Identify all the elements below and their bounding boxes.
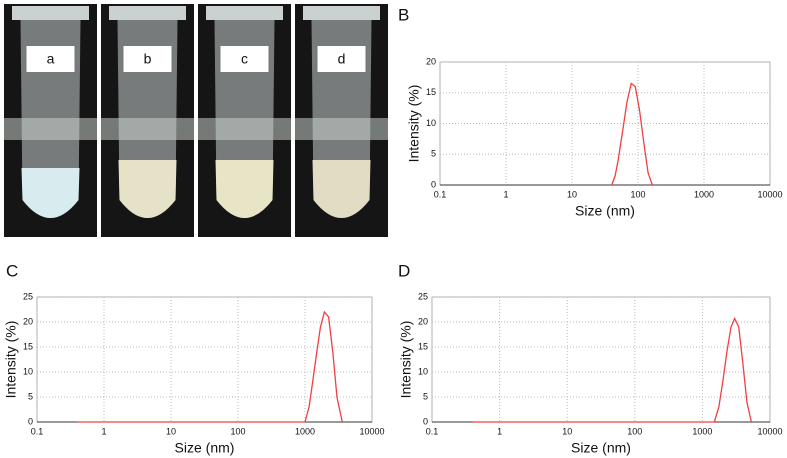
y-axis-title: Intensity (%) [398, 321, 414, 399]
tube-liquid [215, 160, 274, 218]
x-tick-label: 100 [230, 426, 245, 436]
y-axis-title: Intensity (%) [406, 85, 422, 163]
y-tick-label: 15 [426, 87, 436, 97]
tube-label: d [338, 51, 346, 67]
x-tick-label: 0.1 [31, 426, 44, 436]
tube-label: c [241, 51, 248, 67]
x-tick-label: 10000 [757, 189, 782, 199]
tube-cap [206, 6, 283, 20]
tube-photo: d [295, 4, 388, 237]
y-tick-label: 15 [23, 341, 33, 351]
x-tick-label: 100 [630, 189, 645, 199]
y-axis-title: Intensity (%) [3, 321, 19, 399]
x-tick-label: 10 [166, 426, 176, 436]
panel-label: B [398, 5, 409, 24]
label-box [220, 46, 269, 72]
x-tick-label: 1000 [694, 189, 714, 199]
x-tick-label: 0.1 [434, 189, 447, 199]
data-line [472, 316, 752, 423]
y-tick-label: 10 [418, 366, 428, 376]
y-tick-label: 25 [23, 291, 33, 301]
y-tick-label: 0 [423, 416, 428, 426]
y-tick-label: 15 [418, 341, 428, 351]
label-box [317, 46, 366, 72]
x-tick-label: 10000 [359, 426, 384, 436]
tube-photo: a [4, 4, 97, 237]
x-tick-label: 1 [497, 426, 502, 436]
label-box [26, 46, 75, 72]
y-tick-label: 10 [426, 118, 436, 128]
data-line [77, 310, 343, 423]
tube-cap [109, 6, 186, 20]
tube-cap [303, 6, 380, 20]
x-tick-label: 10 [567, 189, 577, 199]
x-axis-title: Size (nm) [571, 440, 631, 456]
tube-label: b [144, 51, 152, 67]
x-tick-label: 1000 [692, 426, 712, 436]
x-tick-label: 1 [503, 189, 508, 199]
x-tick-label: 1000 [295, 426, 315, 436]
y-tick-label: 20 [23, 316, 33, 326]
label-box [123, 46, 172, 72]
panel-label: C [6, 261, 18, 280]
x-axis-title: Size (nm) [175, 440, 235, 456]
tube-photo: c [198, 4, 291, 237]
tube-liquid [21, 168, 80, 218]
tube-liquid [312, 160, 371, 218]
y-tick-label: 5 [423, 391, 428, 401]
tube-cap [12, 6, 89, 20]
x-tick-label: 100 [627, 426, 642, 436]
plot-frame [36, 296, 373, 423]
tube-label: a [47, 51, 55, 67]
x-tick-label: 10000 [757, 426, 782, 436]
x-tick-label: 0.1 [426, 426, 439, 436]
y-tick-label: 20 [426, 56, 436, 66]
y-tick-label: 0 [431, 179, 436, 189]
x-tick-label: 1 [101, 426, 106, 436]
panel-label: D [398, 261, 410, 280]
y-tick-label: 5 [431, 149, 436, 159]
tube-photo: b [101, 4, 194, 237]
data-line [611, 82, 653, 186]
y-tick-label: 20 [418, 316, 428, 326]
x-tick-label: 10 [562, 426, 572, 436]
y-tick-label: 5 [28, 391, 33, 401]
x-axis-title: Size (nm) [575, 203, 635, 219]
y-tick-label: 10 [23, 366, 33, 376]
y-tick-label: 25 [418, 291, 428, 301]
tube-liquid [118, 160, 177, 218]
y-tick-label: 0 [28, 416, 33, 426]
